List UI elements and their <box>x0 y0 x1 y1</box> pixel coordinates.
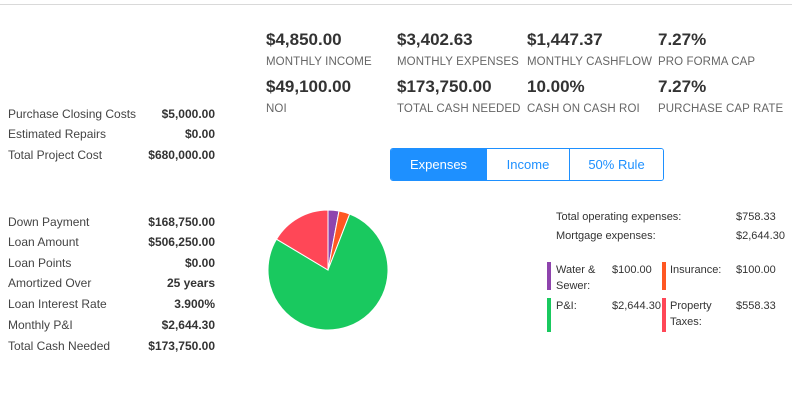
row-purchase-closing-costs: Purchase Closing Costs $5,000.00 <box>8 107 215 123</box>
metric-value: 7.27% <box>658 77 707 96</box>
metric-value: $1,447.37 <box>527 30 603 49</box>
row-total-cash-needed: Total Cash Needed $173,750.00 <box>8 339 215 355</box>
legend-value-pi: $2,644.30 <box>612 300 661 312</box>
row-value: $2,644.30 <box>161 318 215 332</box>
legend-label-property-taxes: Property Taxes: <box>670 300 712 328</box>
legend-value-insurance: $100.00 <box>736 264 776 276</box>
row-value: $173,750.00 <box>148 339 215 353</box>
row-value: $5,000.00 <box>161 107 215 121</box>
tab-expenses[interactable]: Expenses <box>391 149 486 180</box>
metric-value: $4,850.00 <box>266 30 342 49</box>
row-estimated-repairs: Estimated Repairs $0.00 <box>8 127 215 143</box>
metric-label: MONTHLY INCOME <box>266 56 372 68</box>
metric-monthly-expenses: $3,402.63 MONTHLY EXPENSES <box>397 30 537 68</box>
row-label: Loan Points <box>8 256 72 270</box>
tab-50-percent-rule[interactable]: 50% Rule <box>569 149 663 180</box>
row-value: $680,000.00 <box>148 148 215 162</box>
summary-operating-label: Total operating expenses: <box>556 211 682 223</box>
pie-slice-p-i <box>267 213 389 331</box>
row-label: Estimated Repairs <box>8 127 107 141</box>
metric-value: $3,402.63 <box>397 30 473 49</box>
row-label: Total Cash Needed <box>8 339 111 353</box>
row-label: Down Payment <box>8 215 90 229</box>
metric-monthly-income: $4,850.00 MONTHLY INCOME <box>266 30 406 68</box>
row-value: $0.00 <box>184 256 215 270</box>
metric-value: 10.00% <box>527 77 585 96</box>
expenses-pie-chart <box>267 209 389 331</box>
metric-noi: $49,100.00 NOI <box>266 77 406 115</box>
row-value: $506,250.00 <box>148 235 215 249</box>
row-label: Purchase Closing Costs <box>8 107 137 121</box>
row-loan-amount: Loan Amount $506,250.00 <box>8 235 215 251</box>
row-label: Loan Amount <box>8 235 79 249</box>
row-label: Loan Interest Rate <box>8 297 107 311</box>
row-value: $168,750.00 <box>148 215 215 229</box>
metric-value: $173,750.00 <box>397 77 492 96</box>
legend-label-pi: P&I: <box>556 300 577 312</box>
legend-value-property-taxes: $558.33 <box>736 300 776 312</box>
summary-operating-value: $758.33 <box>736 211 776 223</box>
chart-tab-group: Expenses Income 50% Rule <box>390 148 664 181</box>
metric-label: MONTHLY EXPENSES <box>397 56 519 68</box>
summary-mortgage-value: $2,644.30 <box>736 230 785 242</box>
row-amortized-over: Amortized Over 25 years <box>8 276 215 292</box>
legend-swatch-property-taxes <box>662 298 666 332</box>
metric-value: 7.27% <box>658 30 707 49</box>
metric-total-cash-needed: $173,750.00 TOTAL CASH NEEDED <box>397 77 537 115</box>
summary-mortgage-label: Mortgage expenses: <box>556 230 656 242</box>
row-label: Amortized Over <box>8 276 92 290</box>
metric-monthly-cashflow: $1,447.37 MONTHLY CASHFLOW <box>527 30 667 68</box>
metric-label: PURCHASE CAP RATE <box>658 103 784 115</box>
row-loan-points: Loan Points $0.00 <box>8 256 215 272</box>
metric-label: NOI <box>266 103 287 115</box>
row-value: $0.00 <box>184 127 215 141</box>
legend-label-insurance: Insurance: <box>670 264 722 276</box>
row-label: Total Project Cost <box>8 148 103 162</box>
legend-swatch-water-sewer <box>547 262 551 290</box>
top-divider <box>0 4 792 5</box>
metric-pro-forma-cap: 7.27% PRO FORMA CAP <box>658 30 798 68</box>
legend-value-water-sewer: $100.00 <box>612 264 652 276</box>
metric-value: $49,100.00 <box>266 77 352 96</box>
legend-swatch-pi <box>547 298 551 332</box>
pie-slice-property-taxes <box>275 209 329 271</box>
legend-swatch-insurance <box>662 262 666 290</box>
row-value: 25 years <box>166 276 215 290</box>
row-loan-interest-rate: Loan Interest Rate 3.900% <box>8 297 215 313</box>
metric-cash-on-cash-roi: 10.00% CASH ON CASH ROI <box>527 77 667 115</box>
row-value: 3.900% <box>174 297 215 311</box>
row-down-payment: Down Payment $168,750.00 <box>8 215 215 231</box>
metric-purchase-cap-rate: 7.27% PURCHASE CAP RATE <box>658 77 798 115</box>
row-label: Monthly P&I <box>8 318 73 332</box>
legend-label-water-sewer: Water & Sewer: <box>556 264 596 292</box>
row-monthly-pi: Monthly P&I $2,644.30 <box>8 318 215 334</box>
metric-label: MONTHLY CASHFLOW <box>527 56 653 68</box>
metric-label: TOTAL CASH NEEDED <box>397 103 521 115</box>
tab-income[interactable]: Income <box>486 149 569 180</box>
row-total-project-cost: Total Project Cost $680,000.00 <box>8 148 215 164</box>
metric-label: CASH ON CASH ROI <box>527 103 640 115</box>
metric-label: PRO FORMA CAP <box>658 56 756 68</box>
